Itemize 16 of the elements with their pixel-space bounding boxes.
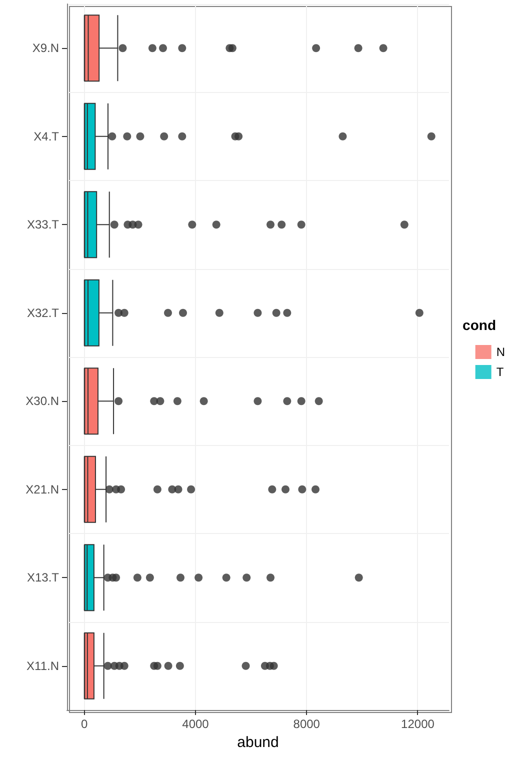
- legend-label: N: [496, 345, 506, 359]
- x-tick-label: 8000: [293, 717, 320, 731]
- x-tick-label: 0: [81, 717, 88, 731]
- y-tick-label: X32.T: [26, 306, 60, 320]
- y-tick-label: X9.N: [32, 41, 59, 56]
- x-tick-label: 12000: [401, 717, 435, 731]
- x-axis-title: abund: [237, 734, 279, 751]
- y-tick-label: X30.N: [26, 394, 59, 408]
- y-tick-label: X21.N: [26, 482, 59, 496]
- x-tick-label: 4000: [182, 717, 210, 731]
- y-tick-label: X4.T: [34, 129, 60, 144]
- y-tick-label: X33.T: [26, 218, 60, 232]
- legend-label: T: [496, 365, 504, 379]
- legend-title: cond: [462, 317, 496, 333]
- y-tick-label: X13.T: [26, 570, 60, 585]
- y-tick-label: X11.N: [26, 658, 59, 673]
